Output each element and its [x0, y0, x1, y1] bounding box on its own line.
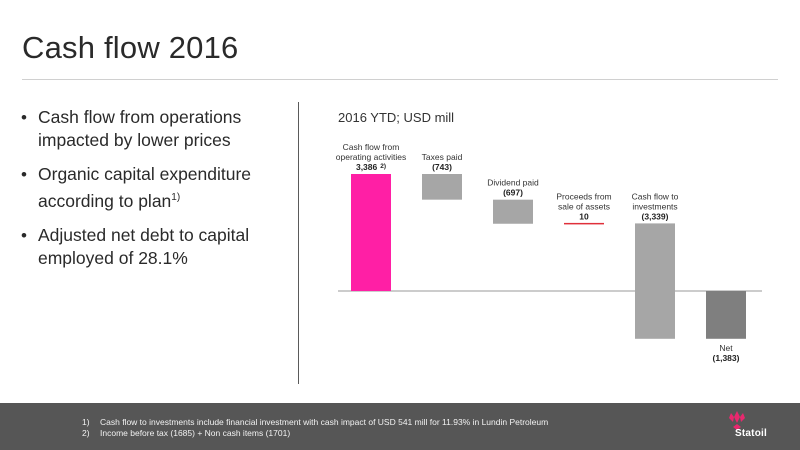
- bullet-text: Adjusted net debt to capital employed of…: [38, 224, 250, 268]
- data-label: (3,339): [642, 211, 669, 221]
- statoil-logo-icon: [729, 411, 745, 430]
- bullet-item: • Cash flow from operations impacted by …: [20, 106, 285, 152]
- category-label: Dividend paid: [487, 178, 539, 188]
- footnote-2: 2) Income before tax (1685) + Non cash it…: [82, 428, 290, 438]
- waterfall-bar: [351, 174, 391, 291]
- category-label: sale of assets: [558, 201, 610, 211]
- footnote-1: 1) Cash flow to investments include finan…: [82, 417, 548, 427]
- data-label: 10: [579, 211, 589, 221]
- bullet-item: • Organic capital expenditure according …: [20, 163, 285, 213]
- footnote-text: Cash flow to investments include financi…: [100, 417, 549, 427]
- waterfall-bar: [493, 199, 533, 224]
- slide-title: Cash flow 2016: [22, 30, 239, 65]
- bullet-text: Organic capital expenditure according to…: [38, 164, 252, 211]
- bullet-text: Cash flow from operations impacted by lo…: [38, 107, 242, 150]
- bullet-dot: •: [21, 165, 27, 184]
- bullet-footnote-ref: 1): [171, 192, 181, 203]
- logo-text: Statoil: [735, 428, 767, 439]
- waterfall-bar: [635, 223, 675, 339]
- category-label: Net: [719, 343, 733, 353]
- data-label: 3,386 2): [356, 162, 386, 172]
- bullet-dot: •: [21, 108, 27, 127]
- category-label: Cash flow to: [632, 191, 679, 201]
- footnote-text: Income before tax (1685) + Non cash item…: [100, 428, 291, 438]
- category-label: Cash flow from: [343, 142, 400, 152]
- category-label: Taxes paid: [422, 152, 463, 162]
- data-label: (697): [503, 188, 523, 198]
- data-label: (743): [432, 162, 452, 172]
- bullet-item: • Adjusted net debt to capital employed …: [20, 224, 285, 270]
- footnote-number: 2): [82, 428, 90, 438]
- category-label: investments: [632, 201, 677, 211]
- bullet-dot: •: [21, 225, 27, 245]
- waterfall-bar: [706, 291, 746, 339]
- footnote-number: 1): [82, 417, 90, 427]
- chart-subtitle: 2016 YTD; USD mill: [338, 110, 455, 125]
- waterfall-bar: [422, 174, 462, 200]
- category-label: Proceeds from: [556, 191, 611, 201]
- bullet-list: • Cash flow from operations impacted by …: [20, 106, 285, 281]
- vertical-divider: [298, 102, 299, 384]
- category-label: operating activities: [336, 152, 406, 162]
- data-label: (1,383): [713, 353, 740, 363]
- waterfall-bar: [564, 222, 604, 225]
- footer-bar: 1) Cash flow to investments include finan…: [0, 403, 800, 450]
- title-divider: [22, 79, 778, 80]
